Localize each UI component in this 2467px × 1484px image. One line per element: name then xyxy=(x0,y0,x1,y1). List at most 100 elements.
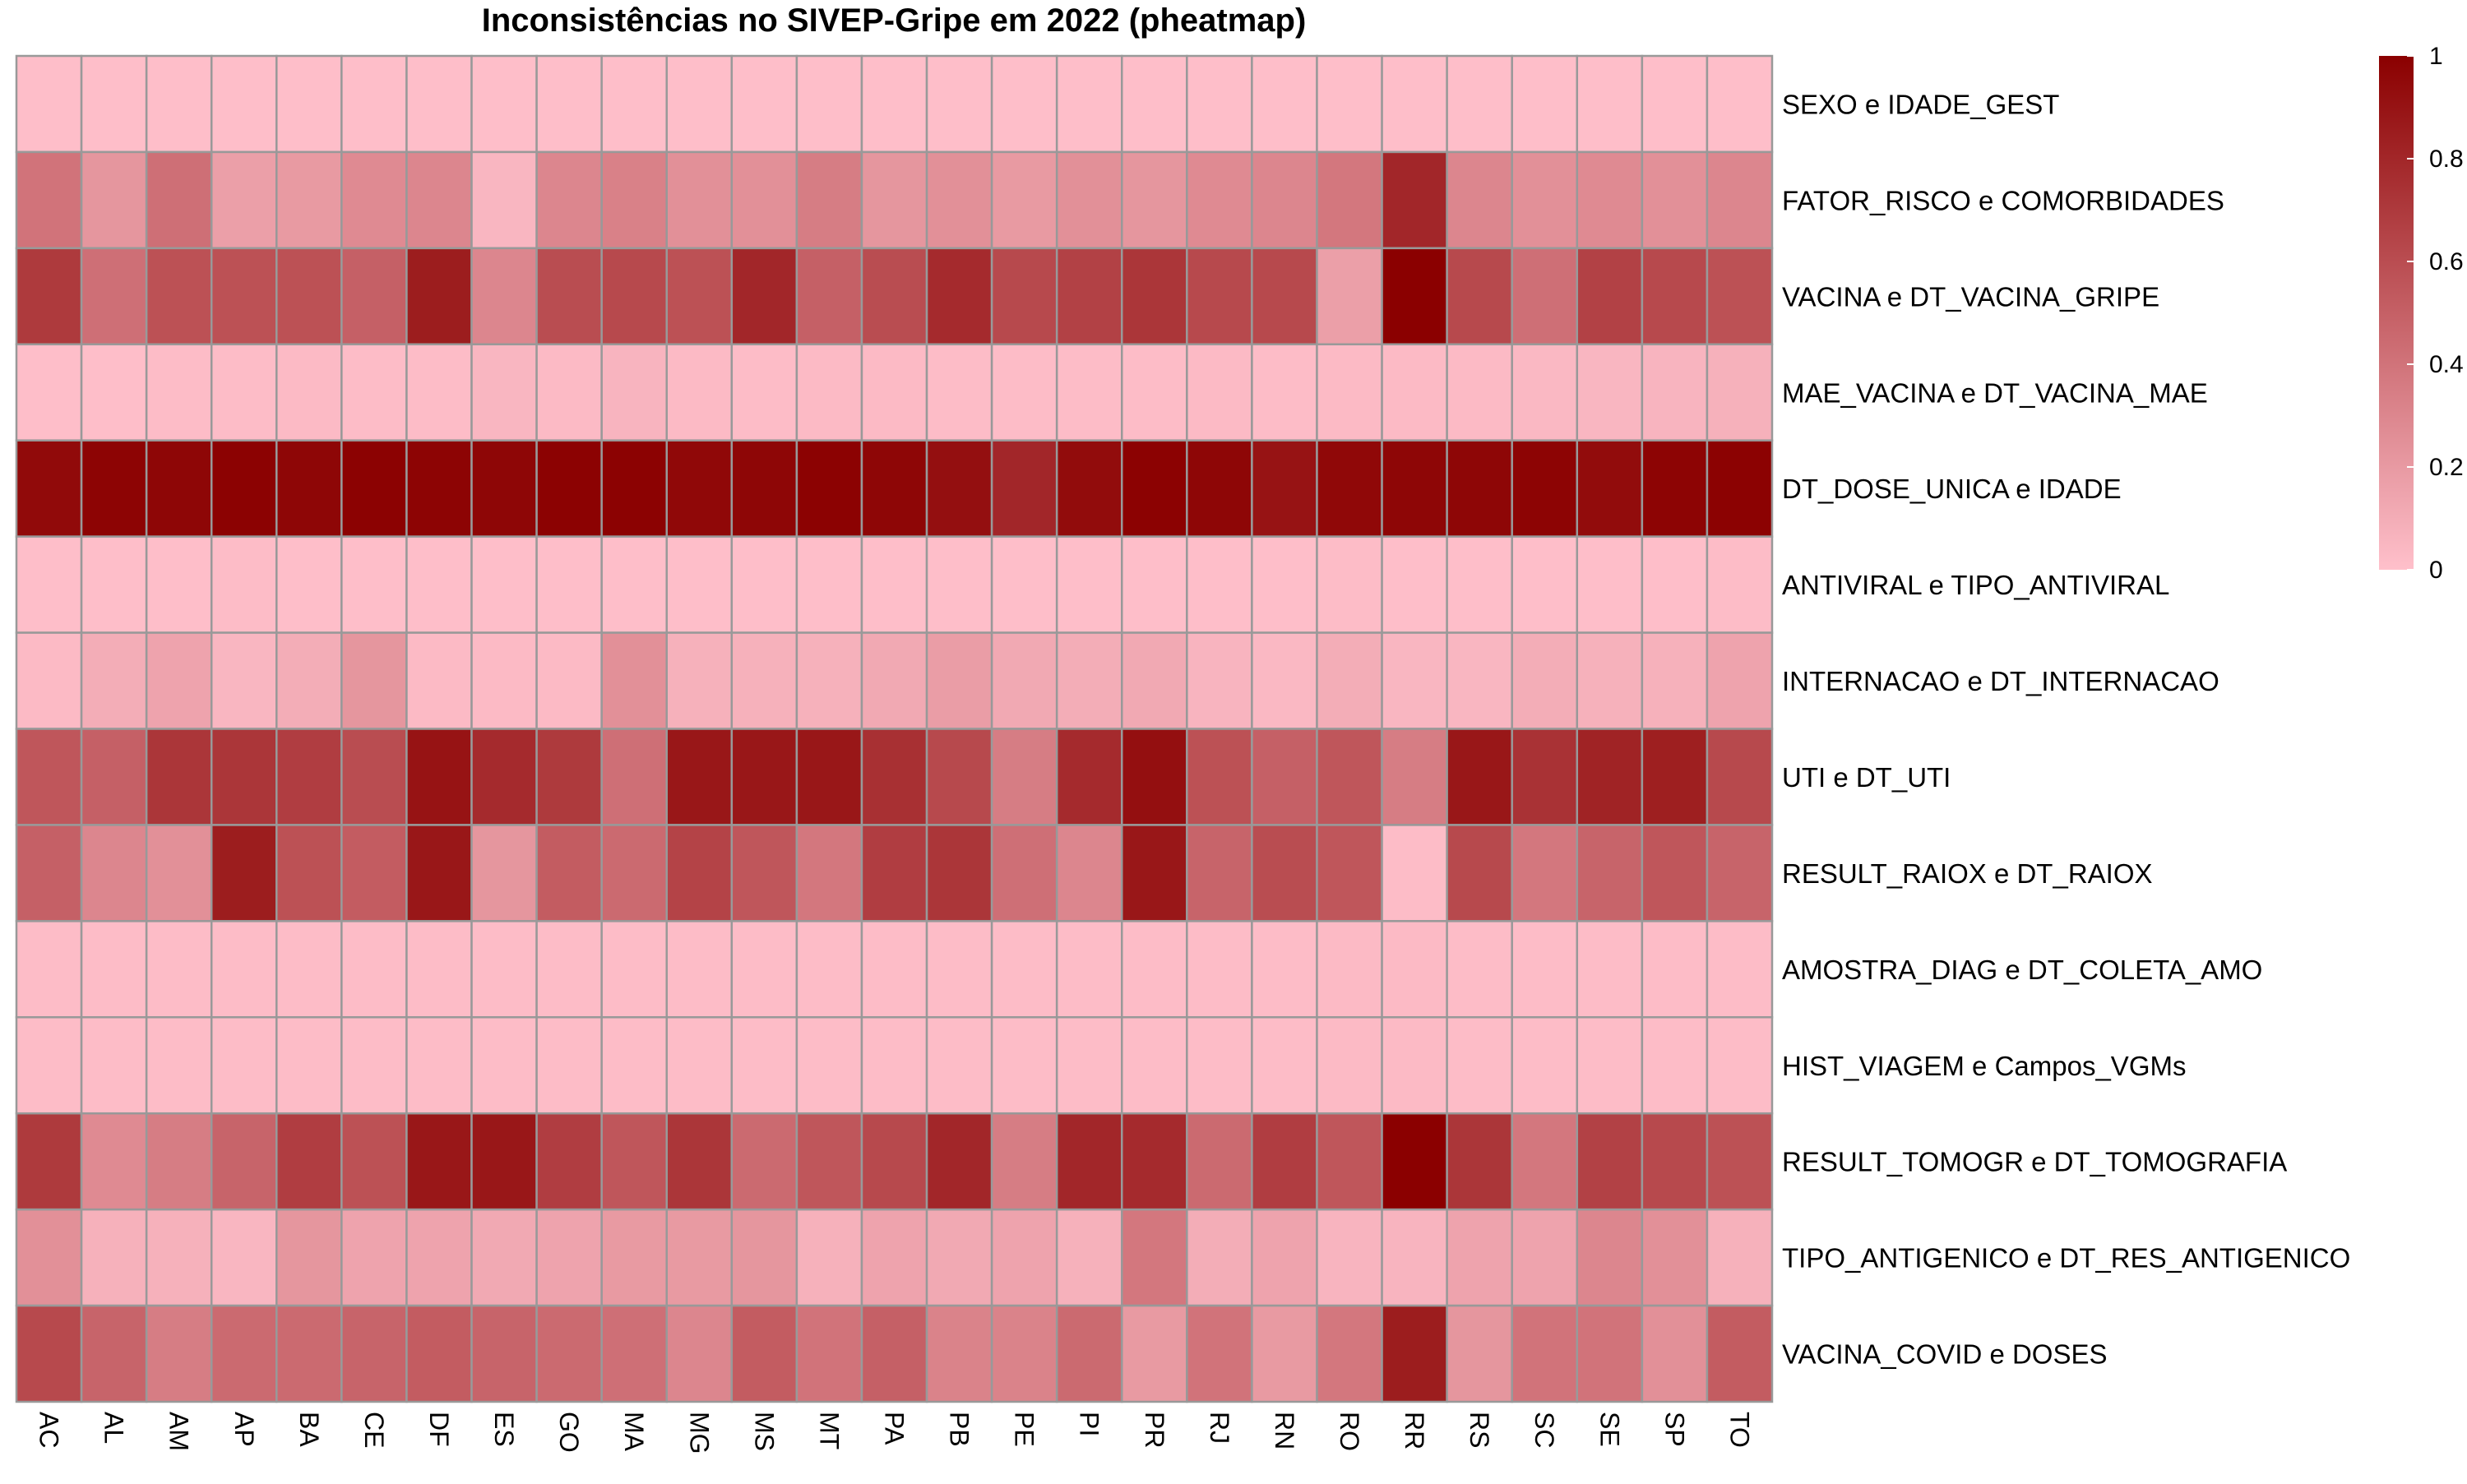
heatmap-cell-MT-11 xyxy=(795,1016,863,1115)
heatmap-cell-AC-5 xyxy=(15,439,83,538)
heatmap-cell-SC-13 xyxy=(1511,1208,1579,1307)
heatmap-cell-PE-7 xyxy=(990,631,1058,730)
heatmap-cell-RO-12 xyxy=(1316,1112,1383,1211)
column-label-RS: RS xyxy=(1465,1412,1494,1448)
heatmap-cell-PI-9 xyxy=(1055,824,1123,922)
heatmap-cell-PB-8 xyxy=(925,728,993,826)
heatmap-cell-SE-4 xyxy=(1576,343,1644,442)
heatmap-cell-MS-14 xyxy=(730,1304,798,1403)
heatmap-cell-PB-2 xyxy=(925,150,993,250)
heatmap-cell-PE-2 xyxy=(990,150,1058,250)
heatmap-cell-MS-13 xyxy=(730,1208,798,1307)
heatmap-cell-SP-6 xyxy=(1641,535,1709,634)
heatmap-cell-PI-11 xyxy=(1055,1016,1123,1115)
heatmap-cell-RN-11 xyxy=(1251,1016,1318,1115)
heatmap-cell-RJ-8 xyxy=(1186,728,1253,826)
heatmap-cell-RR-2 xyxy=(1381,150,1448,250)
heatmap-cell-RS-6 xyxy=(1446,535,1513,634)
row-label: MAE_VACINA e DT_VACINA_MAE xyxy=(1782,377,2208,408)
heatmap-cell-SC-9 xyxy=(1511,824,1579,922)
heatmap-cell-PA-10 xyxy=(860,920,928,1019)
heatmap-cell-CE-8 xyxy=(340,728,408,826)
column-label-CE: CE xyxy=(359,1412,389,1448)
heatmap-cell-PR-2 xyxy=(1121,150,1188,250)
heatmap-cell-MG-13 xyxy=(665,1208,734,1307)
heatmap-cell-BA-7 xyxy=(275,631,343,730)
heatmap-cell-MG-5 xyxy=(665,439,734,538)
heatmap-cell-AM-1 xyxy=(145,54,213,154)
heatmap-cell-RN-4 xyxy=(1251,343,1318,442)
legend-ticks: 0 0.2 0.4 0.6 0.8 1 xyxy=(2407,43,2464,584)
heatmap-cell-PR-10 xyxy=(1121,920,1188,1019)
column-label-SP: SP xyxy=(1659,1412,1689,1447)
row-label: FATOR_RISCO e COMORBIDADES xyxy=(1782,185,2224,215)
heatmap-cell-SE-10 xyxy=(1576,920,1644,1019)
heatmap-cell-PA-8 xyxy=(860,728,928,826)
heatmap-cell-MA-9 xyxy=(600,824,668,922)
heatmap-cell-ES-4 xyxy=(470,343,538,442)
heatmap-cell-PB-9 xyxy=(925,824,993,922)
heatmap-cell-RJ-4 xyxy=(1186,343,1253,442)
heatmap-cell-BA-1 xyxy=(275,54,343,154)
heatmap-cell-RN-6 xyxy=(1251,535,1318,634)
row-label: INTERNACAO e DT_INTERNACAO xyxy=(1782,666,2219,696)
heatmap-cell-AC-12 xyxy=(15,1112,83,1211)
heatmap-cell-RO-1 xyxy=(1316,54,1383,154)
heatmap-cell-AC-1 xyxy=(15,54,83,154)
heatmap-cell-RS-1 xyxy=(1446,54,1513,154)
heatmap-cell-MA-4 xyxy=(600,343,668,442)
heatmap-cell-SC-5 xyxy=(1511,439,1579,538)
heatmap-cell-RN-7 xyxy=(1251,631,1318,730)
heatmap-cell-PE-12 xyxy=(990,1112,1058,1211)
heatmap-cell-MG-3 xyxy=(665,247,734,346)
column-label-ES: ES xyxy=(489,1412,519,1447)
heatmap-cell-PB-11 xyxy=(925,1016,993,1115)
heatmap-cell-AP-1 xyxy=(210,54,278,154)
heatmap-cell-PI-8 xyxy=(1055,728,1123,826)
heatmap-cell-PI-3 xyxy=(1055,247,1123,346)
column-label-TO: TO xyxy=(1724,1412,1754,1448)
heatmap-cell-SP-8 xyxy=(1641,728,1709,826)
heatmap-cell-MT-6 xyxy=(795,535,863,634)
heatmap-cell-PI-4 xyxy=(1055,343,1123,442)
legend-tick-label: 0 xyxy=(2429,557,2443,584)
heatmap-cell-PB-4 xyxy=(925,343,993,442)
heatmap-cell-RO-14 xyxy=(1316,1304,1383,1403)
heatmap-cell-MT-3 xyxy=(795,247,863,346)
heatmap-cell-SE-3 xyxy=(1576,247,1644,346)
heatmap-cell-PR-4 xyxy=(1121,343,1188,442)
heatmap-cell-TO-13 xyxy=(1706,1208,1774,1307)
heatmap-cell-GO-8 xyxy=(535,728,603,826)
heatmap-cell-MG-14 xyxy=(665,1304,734,1403)
heatmap-cell-RN-9 xyxy=(1251,824,1318,922)
heatmap-cell-BA-4 xyxy=(275,343,343,442)
heatmap-cell-AL-1 xyxy=(80,54,148,154)
heatmap-cell-AP-12 xyxy=(210,1112,278,1211)
heatmap-cell-RS-8 xyxy=(1446,728,1513,826)
heatmap-cell-PI-7 xyxy=(1055,631,1123,730)
heatmap-cell-RN-13 xyxy=(1251,1208,1318,1307)
heatmap-cell-RS-4 xyxy=(1446,343,1513,442)
row-label: DT_DOSE_UNICA e IDADE xyxy=(1782,474,2122,504)
heatmap-cell-AP-11 xyxy=(210,1016,278,1115)
heatmap-cell-RJ-13 xyxy=(1186,1208,1253,1307)
heatmap-cell-RS-11 xyxy=(1446,1016,1513,1115)
heatmap-cell-GO-3 xyxy=(535,247,603,346)
heatmap-cell-MT-7 xyxy=(795,631,863,730)
heatmap-cell-CE-11 xyxy=(340,1016,408,1115)
heatmap-cell-MG-8 xyxy=(665,728,734,826)
heatmap-cell-RS-14 xyxy=(1446,1304,1513,1403)
heatmap-cell-MA-10 xyxy=(600,920,668,1019)
heatmap-cell-ES-13 xyxy=(470,1208,538,1307)
legend-tick-label: 1 xyxy=(2429,43,2443,70)
heatmap-cell-AL-12 xyxy=(80,1112,148,1211)
heatmap-cell-MA-13 xyxy=(600,1208,668,1307)
heatmap-cell-RO-8 xyxy=(1316,728,1383,826)
heatmap-cell-SP-13 xyxy=(1641,1208,1709,1307)
heatmap-cell-SE-9 xyxy=(1576,824,1644,922)
heatmap-cell-RO-6 xyxy=(1316,535,1383,634)
heatmap-cell-MS-6 xyxy=(730,535,798,634)
heatmap-cell-RR-11 xyxy=(1381,1016,1448,1115)
row-label: AMOSTRA_DIAG e DT_COLETA_AMO xyxy=(1782,955,2262,985)
